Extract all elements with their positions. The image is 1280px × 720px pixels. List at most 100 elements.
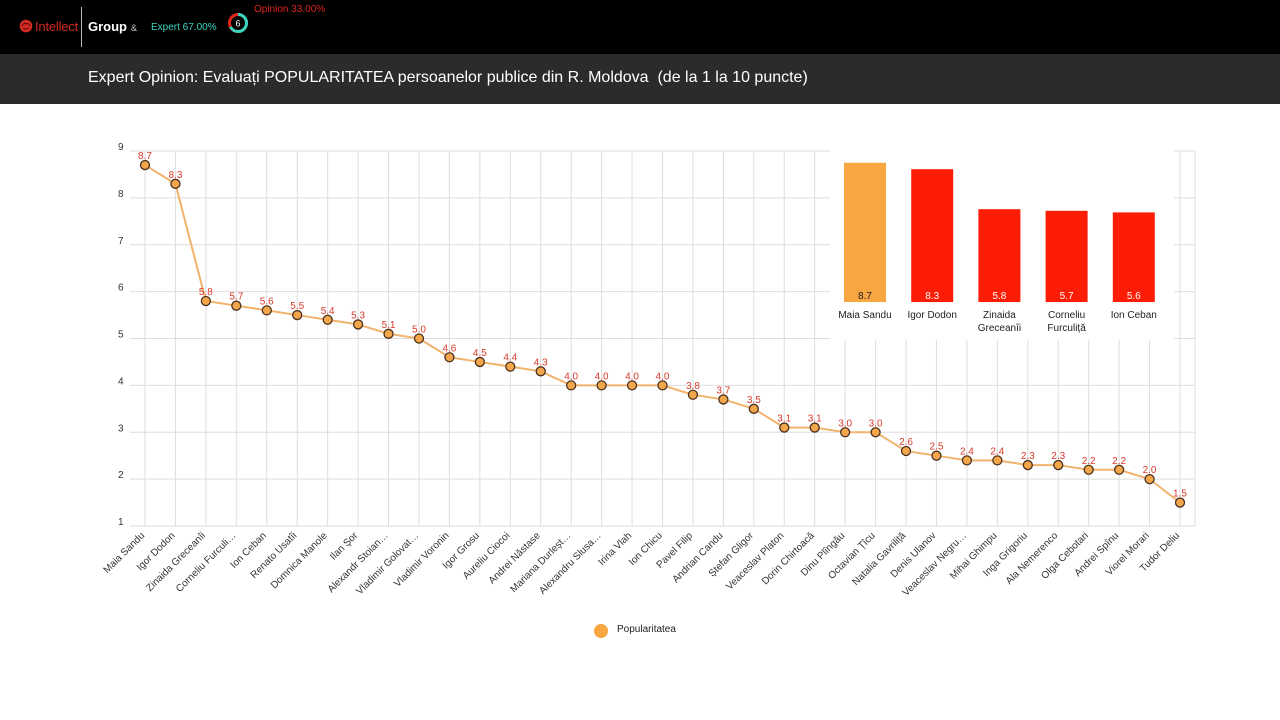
data-point xyxy=(1144,473,1155,485)
data-point-label: 8.3 xyxy=(168,170,182,181)
data-point xyxy=(596,380,607,391)
inset-category-label: Ion Ceban xyxy=(1111,310,1157,321)
x-tick-label: Dorin Chirtoacă xyxy=(760,530,817,587)
legend-label: Popularitatea xyxy=(617,624,676,635)
data-point xyxy=(231,300,242,311)
data-point-label: 2.2 xyxy=(1082,456,1096,467)
data-point xyxy=(139,159,151,171)
inset-category-label: Igor Dodon xyxy=(907,310,956,321)
data-point-label: 4.0 xyxy=(595,371,609,382)
inset-bar-value-label: 8.3 xyxy=(925,291,939,302)
data-point-label: 2.3 xyxy=(1021,451,1035,462)
y-tick-label: 1 xyxy=(118,517,124,528)
data-point xyxy=(1113,464,1125,475)
data-point-label: 3.7 xyxy=(716,385,730,396)
data-point xyxy=(383,328,394,339)
data-point-label: 5.6 xyxy=(260,296,274,307)
y-tick-label: 8 xyxy=(118,189,124,200)
data-point xyxy=(444,352,455,363)
data-point xyxy=(474,356,486,368)
expert-share-label: Expert 67.00% xyxy=(151,22,217,33)
data-point-label: 5.4 xyxy=(321,306,335,317)
y-axis-ticks: 1 2 3 4 5 6 7 8 9 xyxy=(118,142,124,528)
inset-bar-value-label: 5.8 xyxy=(992,291,1006,302)
legend-marker-icon xyxy=(594,624,608,638)
inset-bar xyxy=(844,162,886,302)
data-point xyxy=(961,455,973,466)
data-point xyxy=(748,403,759,414)
y-tick-label: 9 xyxy=(118,142,124,153)
data-point xyxy=(1083,464,1094,475)
data-point-label: 2.4 xyxy=(960,446,974,457)
top-five-bar-chart: 8.7 Maia Sandu 8.3 Igor Dodon 5.8 Zinaida Grec… xyxy=(830,150,1174,340)
data-point-label: 4.6 xyxy=(442,343,456,354)
data-point xyxy=(809,422,820,433)
data-point xyxy=(839,427,851,438)
donut-center-label: 6 xyxy=(235,19,240,29)
x-tick-label: Natalia Gavriliță xyxy=(850,530,908,588)
data-point xyxy=(1053,459,1064,471)
popularity-value-labels: 8.7 8.3 5.8 5.7 5.6 5.5 5.4 5.3 5.1 5.0 4.6 4.5 4.4 4… xyxy=(138,151,1187,500)
data-point xyxy=(1174,497,1186,508)
logo-text: Intellect xyxy=(35,19,79,34)
data-point-label: 2.4 xyxy=(990,446,1004,457)
data-point-label: 3.5 xyxy=(747,395,761,406)
data-point xyxy=(322,314,333,325)
data-point xyxy=(535,366,546,377)
data-point xyxy=(870,427,881,438)
popularity-markers xyxy=(139,159,1186,508)
inset-category-label: Greceanîi xyxy=(978,323,1021,334)
data-point xyxy=(352,319,364,330)
inset-bar-value-label: 5.7 xyxy=(1060,291,1074,302)
y-tick-label: 7 xyxy=(118,236,124,247)
inset-category-label: Corneliu xyxy=(1048,310,1085,321)
inset-bar xyxy=(1112,212,1155,302)
title-bar: Expert Opinion: Evaluați POPULARITATEA p… xyxy=(0,54,1280,104)
data-point-label: 2.0 xyxy=(1143,465,1157,476)
brain-logo-icon xyxy=(19,19,33,33)
data-point-label: 2.2 xyxy=(1112,456,1126,467)
y-tick-label: 5 xyxy=(118,330,124,341)
data-point-label: 2.3 xyxy=(1051,451,1065,462)
data-point-label: 3.0 xyxy=(869,418,883,429)
data-point-label: 5.7 xyxy=(229,292,243,303)
ampersand: & xyxy=(131,23,138,33)
x-tick-label: Ala Nemerenco xyxy=(1004,530,1061,587)
top-bar: Intellect Group & Expert 67.00% Opinion … xyxy=(0,0,1280,54)
inset-category-label: Zinaida xyxy=(983,310,1016,321)
data-point-label: 4.3 xyxy=(534,357,548,368)
y-tick-label: 2 xyxy=(118,470,124,481)
data-point-label: 3.8 xyxy=(686,381,700,392)
inset-bar-value-label: 8.7 xyxy=(858,291,872,302)
donut-expert-arc xyxy=(228,13,248,33)
share-donut-chart: 6 xyxy=(228,13,248,33)
inset-bar xyxy=(911,169,954,302)
inset-bar-value-label: 5.6 xyxy=(1127,291,1141,302)
logo-divider xyxy=(81,7,82,47)
data-point-label: 3.1 xyxy=(777,414,791,425)
data-point xyxy=(931,450,942,461)
data-point xyxy=(992,455,1003,466)
data-point-label: 5.8 xyxy=(199,287,213,298)
data-point xyxy=(505,361,516,372)
data-point xyxy=(657,380,668,391)
data-point xyxy=(1022,459,1033,471)
inset-category-label: Furculiță xyxy=(1047,323,1086,334)
opinion-share-label: Opinion 33.00% xyxy=(254,4,326,15)
data-point xyxy=(170,178,181,189)
logo-group-text: Group xyxy=(88,19,127,34)
x-tick-label: Domnica Manole xyxy=(269,530,330,591)
data-point xyxy=(779,422,790,433)
data-point-label: 5.3 xyxy=(351,310,365,321)
data-point-label: 4.4 xyxy=(503,353,517,364)
data-point xyxy=(687,389,699,400)
inset-bar xyxy=(978,209,1021,302)
page-title: Expert Opinion: Evaluați POPULARITATEA p… xyxy=(88,69,808,86)
data-point xyxy=(261,305,272,316)
data-point xyxy=(718,394,729,405)
x-tick-label: Vladimir Voronin xyxy=(392,530,451,589)
data-point xyxy=(626,380,638,391)
data-point-label: 3.0 xyxy=(838,418,852,429)
data-point-label: 8.7 xyxy=(138,151,152,162)
